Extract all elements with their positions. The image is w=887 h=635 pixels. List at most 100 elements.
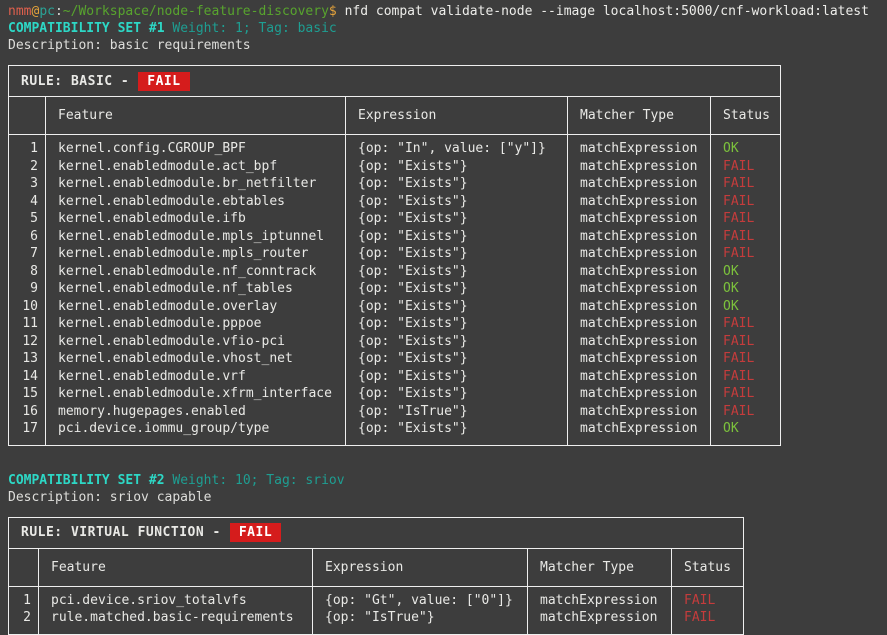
- row-number: 1: [23, 592, 31, 608]
- expression-cell: {op: "Exists"}: [358, 158, 468, 174]
- rule-status-badge: FAIL: [138, 71, 190, 91]
- matcher-cell: matchExpression: [580, 281, 698, 296]
- row-number: 14: [22, 368, 38, 384]
- matcher-cell: matchExpression: [580, 228, 698, 244]
- row-number: 5: [30, 211, 38, 226]
- prompt-colon: :: [54, 4, 63, 19]
- row-number: 13: [22, 351, 38, 366]
- set1-meta: Weight: 1; Tag: basic: [164, 21, 337, 36]
- matcher-cell: matchExpression: [580, 421, 698, 436]
- feature-cell: kernel.enabledmodule.br_netfilter: [58, 176, 317, 191]
- status-value: OK: [723, 298, 739, 314]
- matcher-cell: matchExpression: [580, 141, 698, 156]
- expression-cell: {op: "Exists"}: [358, 193, 468, 209]
- status-value: FAIL: [723, 228, 755, 244]
- expression-cell: {op: "Exists"}: [358, 176, 468, 191]
- feature-cell: kernel.enabledmodule.vrf: [58, 368, 246, 384]
- row-number: 1: [30, 141, 38, 156]
- row-number: 16: [22, 403, 38, 419]
- feature-cell: rule.matched.basic-requirements: [51, 610, 294, 625]
- set2-title: COMPATIBILITY SET #2: [8, 472, 165, 488]
- row-number: 6: [30, 228, 38, 244]
- matcher-cell: matchExpression: [580, 158, 698, 174]
- column-index: 1 2 3 4 5 6 7 8 9 10 11 12 13 14 15 16 17: [9, 135, 46, 445]
- column-feature: pci.device.sriov_totalvfs rule.matched.ba…: [39, 586, 313, 634]
- prompt-dollar: $: [328, 4, 345, 19]
- feature-cell: kernel.enabledmodule.vfio-pci: [58, 333, 285, 349]
- matcher-cell: matchExpression: [580, 298, 698, 314]
- rule-table-virtual-function: RULE: VIRTUAL FUNCTION - FAIL Feature Ex…: [8, 516, 744, 635]
- column-header-matcher: Matcher Type: [568, 97, 711, 134]
- matcher-cell: matchExpression: [540, 592, 658, 608]
- matcher-cell: matchExpression: [580, 403, 698, 419]
- prompt-host: pc: [39, 4, 55, 19]
- set1-description: Description: basic requirements: [8, 38, 251, 53]
- expression-cell: {op: "Exists"}: [358, 263, 468, 279]
- set1-title: COMPATIBILITY SET #1: [8, 21, 165, 36]
- status-value: OK: [723, 421, 739, 436]
- prompt-user: nmm: [8, 4, 32, 19]
- prompt-command: nfd compat validate-node --image localho…: [344, 4, 869, 19]
- set2-description: Description: sriov capable: [8, 489, 212, 505]
- row-number: 8: [30, 263, 38, 279]
- rule-title-row: RULE: VIRTUAL FUNCTION - FAIL: [9, 518, 743, 549]
- status-value: FAIL: [723, 211, 755, 226]
- rule-table-basic: RULE: BASIC - FAIL Feature Expression Ma…: [8, 65, 781, 446]
- expression-cell: {op: "Exists"}: [358, 421, 468, 436]
- expression-cell: {op: "Exists"}: [358, 281, 468, 296]
- status-value: OK: [723, 281, 739, 296]
- row-number: 17: [22, 421, 38, 436]
- column-header-matcher: Matcher Type: [528, 548, 672, 586]
- set2-title-line: COMPATIBILITY SET #2 Weight: 10; Tag: sr…: [8, 472, 887, 489]
- column-matcher: matchExpression matchExpression: [528, 586, 672, 634]
- set1-title-line: COMPATIBILITY SET #1 Weight: 1; Tag: bas…: [8, 20, 887, 37]
- status-value: FAIL: [723, 386, 755, 401]
- matcher-cell: matchExpression: [580, 211, 698, 226]
- status-value: FAIL: [723, 333, 755, 349]
- column-header-index: [9, 97, 46, 134]
- status-value: FAIL: [723, 176, 755, 191]
- prompt-at-symbol: @: [31, 4, 40, 19]
- table-header-row: Feature Expression Matcher Type Status: [9, 548, 743, 587]
- feature-cell: kernel.enabledmodule.mpls_router: [58, 246, 309, 261]
- feature-cell: pci.device.sriov_totalvfs: [51, 592, 247, 608]
- feature-cell: kernel.enabledmodule.mpls_iptunnel: [58, 228, 325, 244]
- status-value: FAIL: [684, 610, 716, 625]
- expression-cell: {op: "Exists"}: [358, 351, 468, 366]
- column-header-index: [9, 548, 39, 586]
- row-number: 3: [30, 176, 38, 191]
- status-value: FAIL: [684, 592, 716, 608]
- status-value: FAIL: [723, 193, 755, 209]
- prompt-line: nmm@pc:~/Workspace/node-feature-discover…: [8, 3, 887, 20]
- row-number: 12: [22, 333, 38, 349]
- feature-cell: kernel.enabledmodule.xfrm_interface: [58, 386, 332, 401]
- expression-cell: {op: "Exists"}: [358, 298, 468, 314]
- row-number: 2: [30, 158, 38, 174]
- feature-cell: kernel.enabledmodule.nf_tables: [58, 281, 293, 296]
- matcher-cell: matchExpression: [580, 176, 698, 191]
- matcher-cell: matchExpression: [580, 386, 698, 401]
- column-status: OK FAIL FAIL FAIL FAIL FAIL FAIL OK OK OK FAIL FAIL…: [711, 135, 780, 445]
- expression-cell: {op: "Exists"}: [358, 211, 468, 226]
- expression-cell: {op: "Exists"}: [358, 228, 468, 244]
- column-header-status: Status: [723, 108, 770, 123]
- expression-cell: {op: "IsTrue"}: [358, 403, 468, 419]
- status-value: FAIL: [723, 316, 755, 331]
- matcher-cell: matchExpression: [580, 193, 698, 209]
- status-value: FAIL: [723, 403, 755, 419]
- expression-cell: {op: "Exists"}: [358, 316, 468, 331]
- expression-cell: {op: "Exists"}: [358, 386, 468, 401]
- matcher-cell: matchExpression: [580, 368, 698, 384]
- status-value: FAIL: [723, 368, 755, 384]
- prompt-path: ~/Workspace/node-feature-discovery: [62, 4, 329, 19]
- feature-cell: kernel.enabledmodule.ebtables: [58, 193, 285, 209]
- expression-cell: {op: "Exists"}: [358, 246, 468, 261]
- row-number: 10: [22, 298, 38, 314]
- status-value: FAIL: [723, 158, 755, 174]
- row-number: 2: [23, 610, 31, 625]
- expression-cell: {op: "Gt", value: ["0"]}: [325, 592, 513, 608]
- feature-cell: kernel.enabledmodule.vhost_net: [58, 351, 293, 366]
